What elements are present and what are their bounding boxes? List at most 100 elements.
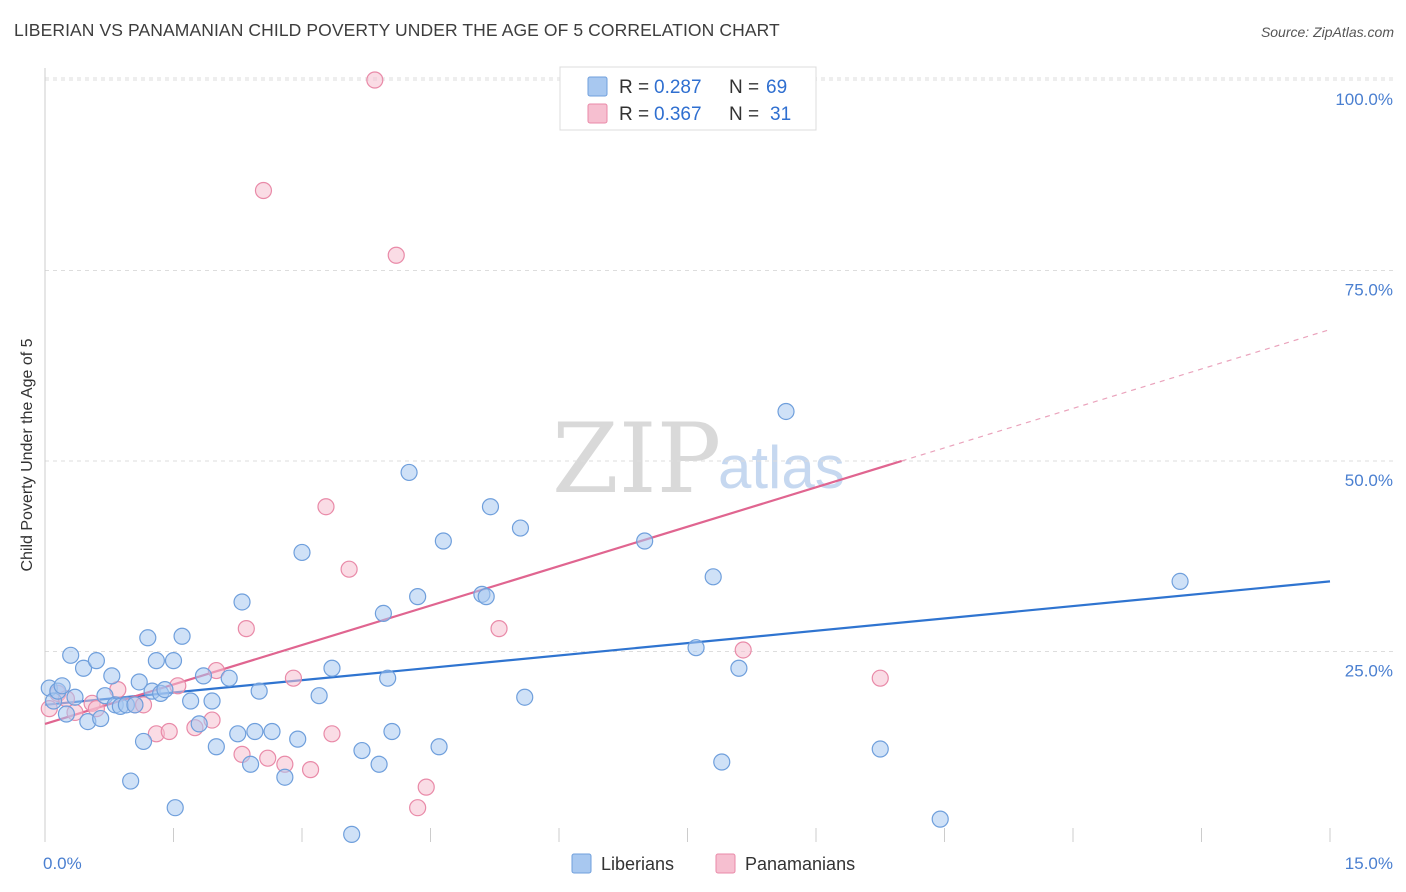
trend-line-panamanians-extension (901, 328, 1331, 462)
point-liberians (92, 709, 110, 728)
x-tick-label-max: 15.0% (1345, 854, 1393, 873)
point-panamanians (323, 725, 341, 743)
point-liberians (156, 680, 174, 699)
point-panamanians (160, 722, 178, 741)
point-liberians (730, 659, 748, 677)
legend-r-value-1: 0.287 (654, 77, 702, 98)
point-liberians (233, 593, 251, 611)
point-liberians (409, 588, 427, 606)
point-liberians (57, 705, 76, 723)
legend-r-label-2: R = (619, 104, 649, 125)
legend-n-label-2: N = (729, 104, 759, 125)
point-liberians (203, 692, 221, 710)
point-liberians (130, 673, 148, 691)
point-liberians (263, 722, 281, 741)
point-liberians (931, 810, 949, 828)
legend-r-value-2: 0.367 (654, 104, 702, 125)
point-liberians (713, 753, 731, 771)
watermark-zip: ZIP (552, 403, 721, 515)
point-liberians (370, 755, 388, 773)
data-points (40, 71, 1189, 843)
point-liberians (383, 722, 401, 741)
point-liberians (87, 652, 106, 670)
point-panamanians (301, 761, 320, 779)
point-liberians (276, 768, 294, 786)
point-liberians (122, 772, 140, 790)
legend-r-label-1: R = (619, 77, 649, 98)
point-liberians (687, 639, 705, 657)
point-liberians (379, 669, 397, 687)
point-liberians (182, 692, 200, 710)
point-liberians (66, 688, 84, 706)
point-panamanians (259, 749, 277, 767)
point-liberians (74, 659, 93, 677)
point-liberians (323, 659, 341, 677)
point-liberians (481, 498, 500, 516)
point-liberians (871, 740, 889, 758)
point-liberians (343, 825, 361, 843)
point-liberians (139, 629, 157, 647)
point-liberians (477, 588, 495, 606)
point-liberians (374, 604, 392, 623)
point-liberians (777, 402, 795, 421)
bottom-legend-swatch-liberians (571, 853, 592, 874)
source-note: Source: ZipAtlas.com (1260, 24, 1394, 40)
legend-n-value-2: 31 (770, 104, 791, 125)
point-panamanians (366, 71, 384, 89)
point-liberians (62, 646, 80, 664)
point-liberians (126, 696, 144, 714)
point-liberians (164, 652, 183, 670)
legend-n-value-1: 69 (766, 77, 787, 98)
point-liberians (516, 688, 534, 706)
point-liberians (194, 667, 213, 685)
point-liberians (190, 715, 208, 733)
point-liberians (220, 669, 238, 687)
point-panamanians (284, 669, 303, 687)
point-panamanians (317, 498, 335, 516)
point-panamanians (387, 246, 405, 264)
point-liberians (636, 532, 654, 550)
point-liberians (53, 677, 71, 695)
bottom-legend-liberians: Liberians (601, 854, 674, 874)
point-panamanians (254, 181, 273, 200)
trend-lines (44, 328, 1331, 725)
y-tick-label: 100.0% (1335, 90, 1393, 109)
point-liberians (103, 667, 121, 685)
point-liberians (511, 519, 530, 537)
chart-title: LIBERIAN VS PANAMANIAN CHILD POVERTY UND… (14, 20, 780, 40)
y-tick-label: 50.0% (1345, 471, 1393, 490)
watermark-atlas: atlas (718, 434, 845, 501)
point-liberians (166, 799, 184, 817)
bottom-legend: Liberians Panamanians (571, 853, 855, 874)
point-liberians (293, 543, 311, 562)
point-panamanians (340, 560, 358, 578)
point-liberians (246, 722, 264, 741)
point-liberians (134, 732, 153, 751)
point-panamanians (734, 641, 752, 659)
y-tick-label: 75.0% (1345, 281, 1393, 300)
point-panamanians (490, 620, 508, 638)
point-liberians (400, 463, 418, 482)
point-liberians (207, 738, 225, 756)
axes: 25.0% 50.0% 75.0% 100.0% 0.0% 15.0% (43, 68, 1393, 873)
point-liberians (147, 652, 165, 670)
x-tick-label-min: 0.0% (43, 854, 82, 873)
legend-n-label-1: N = (729, 77, 759, 98)
point-panamanians (871, 669, 889, 687)
point-liberians (310, 687, 328, 705)
gridlines (45, 77, 1395, 652)
point-panamanians (409, 799, 427, 817)
bottom-legend-swatch-panamanians (715, 853, 736, 874)
legend-swatch-panamanians (587, 103, 608, 124)
trend-line-panamanians (44, 459, 902, 725)
y-tick-label: 25.0% (1345, 662, 1393, 681)
point-panamanians (237, 620, 255, 638)
point-liberians (242, 755, 260, 773)
point-liberians (289, 730, 307, 748)
point-liberians (434, 532, 452, 550)
top-legend: R = 0.287 N = 69 R = 0.367 N = 31 (559, 66, 817, 131)
point-liberians (173, 627, 191, 645)
point-panamanians (417, 778, 435, 796)
point-liberians (1171, 572, 1189, 590)
